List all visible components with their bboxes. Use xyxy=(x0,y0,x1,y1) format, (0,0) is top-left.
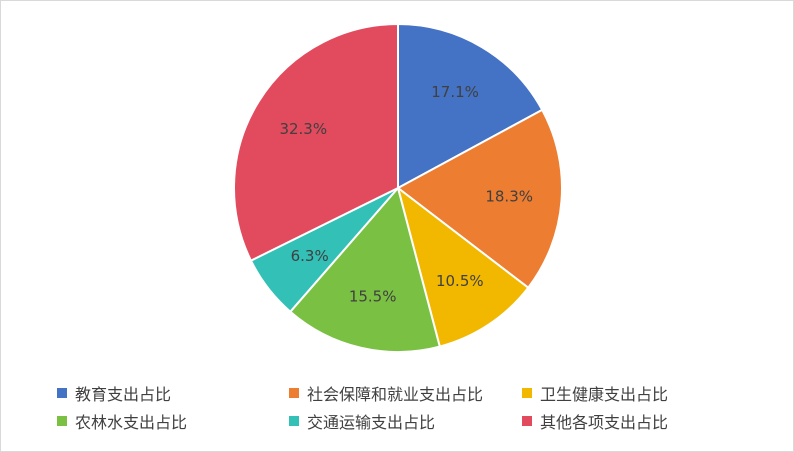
slice-label-other: 32.3% xyxy=(279,120,327,138)
legend-swatch-education xyxy=(57,388,67,398)
legend-item-transport: 交通运输支出占比 xyxy=(289,409,435,433)
legend-label-social-security: 社会保障和就业支出占比 xyxy=(307,385,484,404)
pie-slice-agriculture xyxy=(288,185,442,353)
slice-label-transport: 6.3% xyxy=(291,247,329,265)
legend-label-education: 教育支出占比 xyxy=(75,385,172,404)
pie-slice-other xyxy=(233,22,399,262)
legend-label-other: 其他各项支出占比 xyxy=(540,413,669,432)
legend-swatch-social-security xyxy=(289,388,299,398)
legend-swatch-health xyxy=(522,388,532,398)
legend-item-other: 其他各项支出占比 xyxy=(522,409,668,433)
legend-label-transport: 交通运输支出占比 xyxy=(307,413,436,432)
slice-label-social-security: 18.3% xyxy=(485,188,533,206)
slice-label-education: 17.1% xyxy=(431,83,479,101)
legend-swatch-transport xyxy=(289,416,299,426)
legend-swatch-other xyxy=(522,416,532,426)
slice-label-health: 10.5% xyxy=(436,272,484,290)
legend-swatch-agriculture xyxy=(57,416,67,426)
pie-slice-education xyxy=(397,22,544,190)
pie-slice-health xyxy=(396,185,530,348)
pie-slice-social-security xyxy=(396,108,563,290)
slice-label-agriculture: 15.5% xyxy=(349,288,397,306)
legend-item-agriculture: 农林水支出占比 xyxy=(57,409,187,433)
legend-label-agriculture: 农林水支出占比 xyxy=(75,413,188,432)
legend-label-health: 卫生健康支出占比 xyxy=(540,385,669,404)
legend-item-education: 教育支出占比 xyxy=(57,381,171,405)
legend-item-health: 卫生健康支出占比 xyxy=(522,381,668,405)
legend-item-social-security: 社会保障和就业支出占比 xyxy=(289,381,483,405)
